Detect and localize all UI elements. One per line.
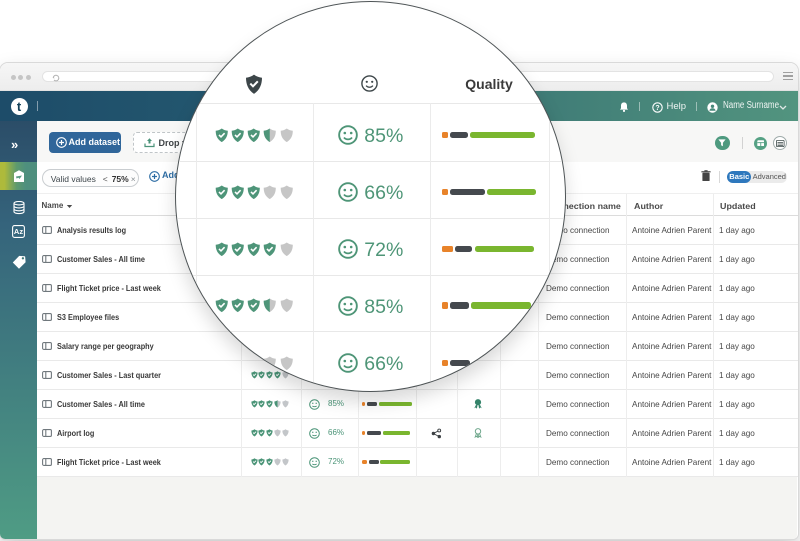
svg-text:Az: Az <box>14 227 23 236</box>
svg-text:?: ? <box>655 104 659 111</box>
